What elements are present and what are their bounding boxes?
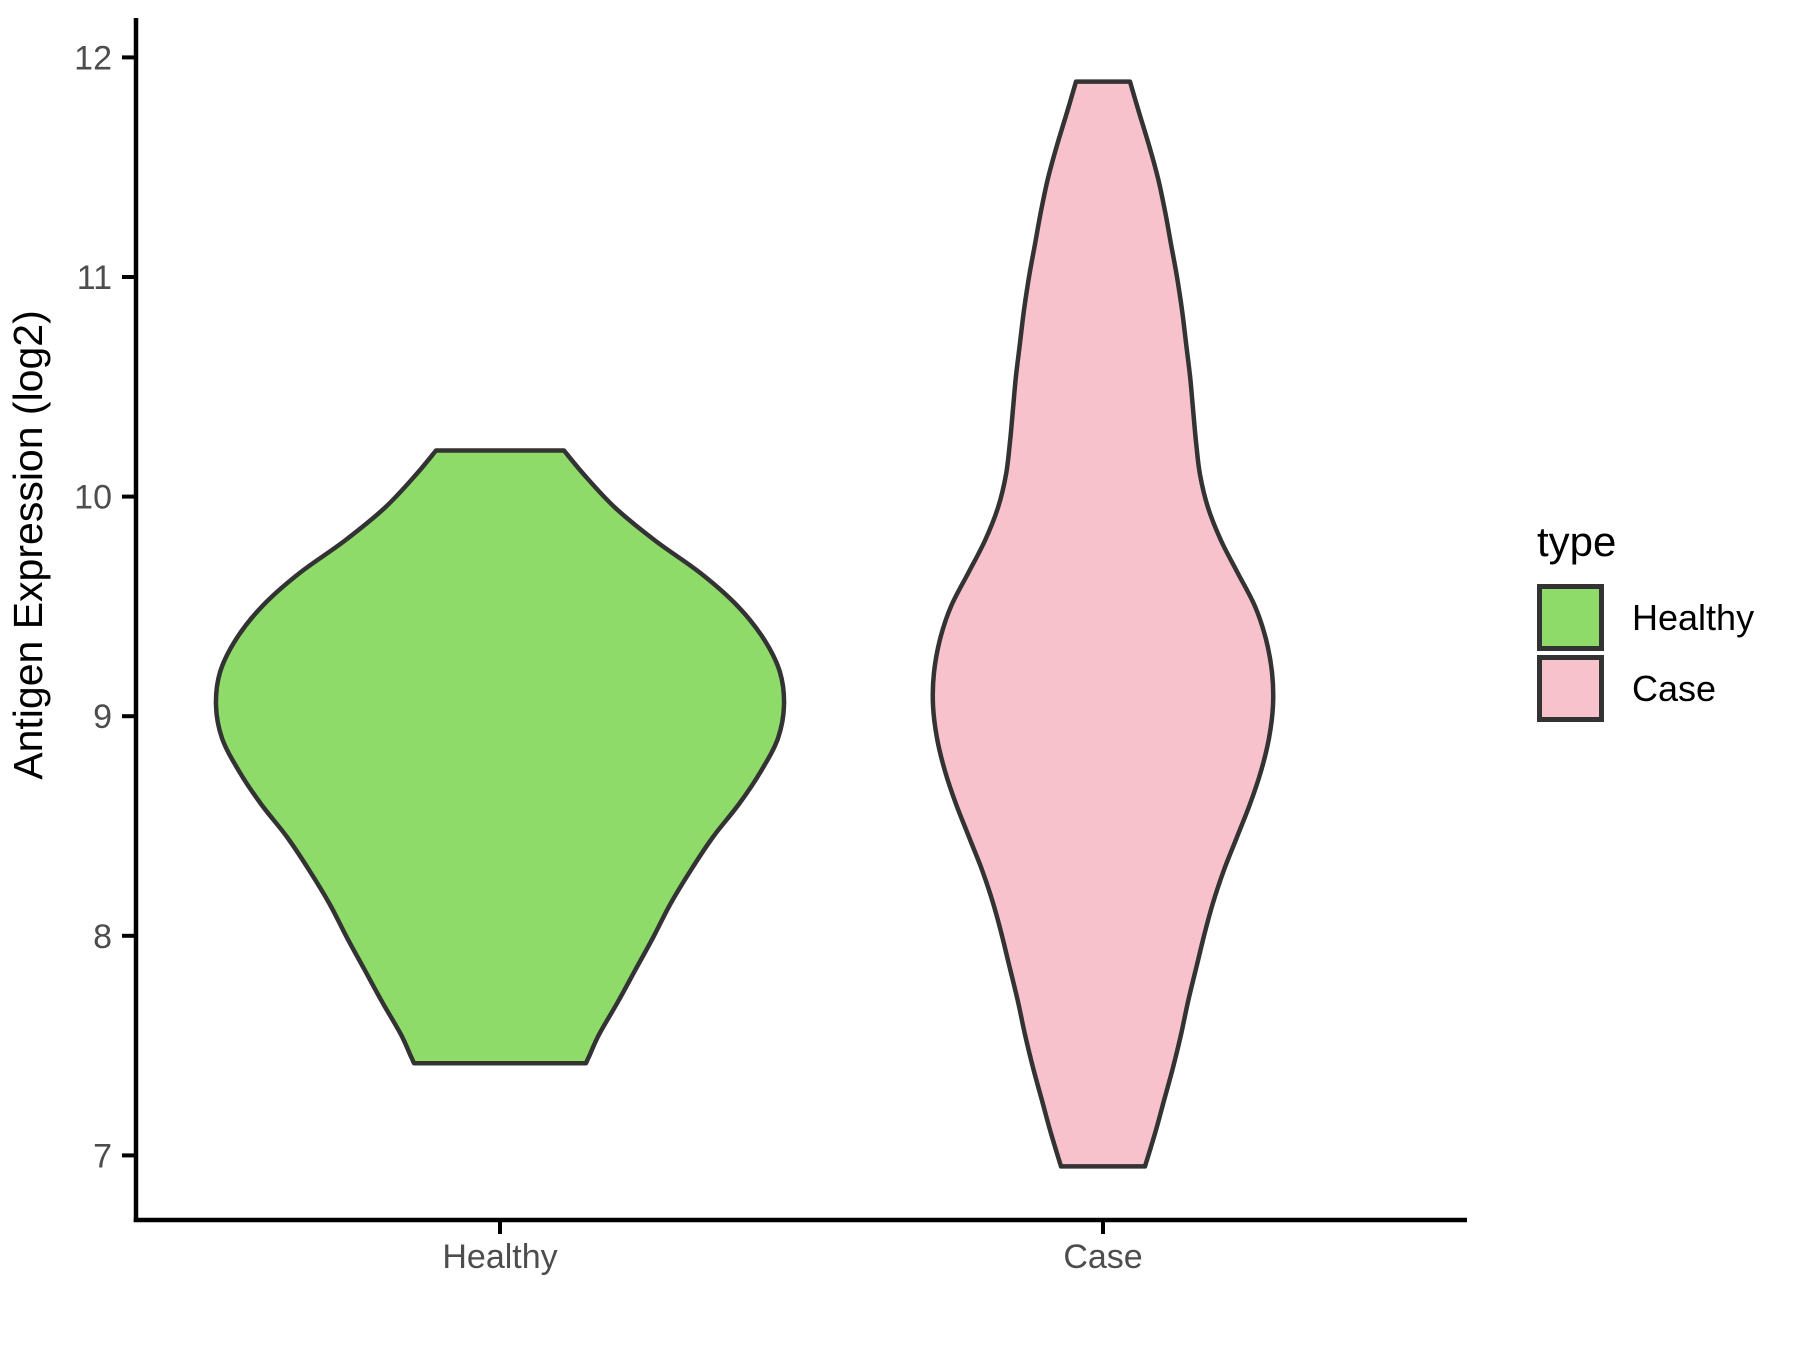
x-tick-label: Healthy xyxy=(442,1238,557,1276)
legend-items: Healthy Case xyxy=(1537,584,1754,722)
x-tick-label: Case xyxy=(1063,1238,1142,1276)
y-tick-label: 7 xyxy=(93,1137,112,1175)
y-tick-label: 9 xyxy=(93,698,112,736)
violins-group xyxy=(213,79,1276,1169)
legend: type Healthy Case xyxy=(1537,521,1754,722)
violin-case xyxy=(930,79,1276,1169)
legend-label-healthy: Healthy xyxy=(1632,596,1755,638)
y-tick-label: 11 xyxy=(77,259,112,297)
legend-item-case: Case xyxy=(1537,655,1754,722)
y-axis-ticks: 7 8 9 10 11 12 xyxy=(74,39,135,1175)
legend-item-healthy: Healthy xyxy=(1537,584,1754,651)
x-axis-ticks: Healthy Case xyxy=(442,1221,1143,1276)
y-axis-title: Antigen Expression (log2) xyxy=(5,310,51,779)
y-tick-label: 12 xyxy=(74,39,112,77)
y-tick-label: 10 xyxy=(74,479,112,517)
violin-healthy xyxy=(213,448,787,1066)
y-tick-label: 8 xyxy=(93,918,112,956)
legend-label-case: Case xyxy=(1632,667,1717,709)
legend-title: type xyxy=(1537,518,1617,565)
legend-key-case-swatch xyxy=(1537,655,1604,722)
legend-key-healthy-swatch xyxy=(1537,584,1604,651)
